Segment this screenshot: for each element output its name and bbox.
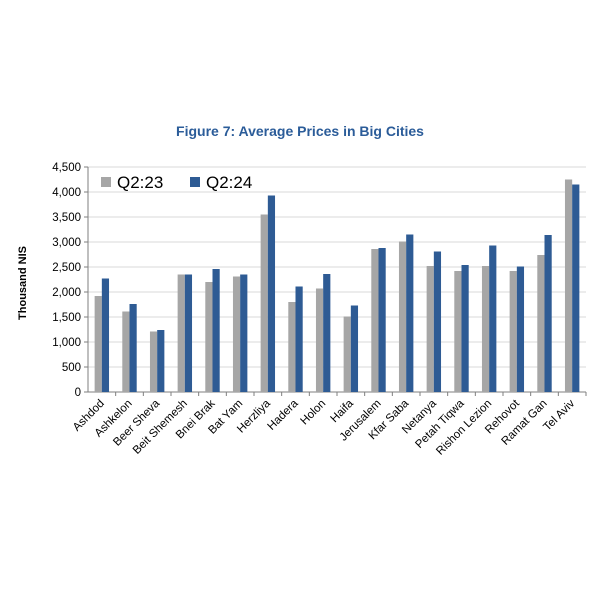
y-tick-label: 0 [75,387,81,399]
bar [149,331,158,392]
bar [184,274,193,392]
y-tick-label: 2,000 [52,287,81,299]
bar [212,269,220,392]
bar [94,296,102,392]
bar [461,265,469,392]
x-tick-label: Holon [299,398,329,428]
bar [516,266,525,392]
bar [398,241,407,392]
chart-title: Figure 7: Average Prices in Big Cities [176,123,424,139]
y-tick-label: 1,000 [52,337,81,349]
axes [84,166,587,396]
y-tick-label: 2,500 [52,262,81,274]
bar [509,271,517,392]
gridlines [88,166,586,368]
bar [378,248,386,392]
legend: Q2:23 Q2:24 [101,173,252,192]
legend-label-q2-24: Q2:24 [206,173,252,192]
bar [101,278,110,392]
legend-label-q2-23: Q2:23 [117,173,163,192]
y-tick-labels: 0 500 1,000 1,500 2,000 2,500 3,000 3,500 4,000 4… [52,162,81,399]
legend-swatch-q2-23 [101,177,111,187]
bars [94,179,580,392]
legend-swatch-q2-24 [190,177,200,187]
bar [240,274,248,392]
bar [343,316,351,392]
bar [426,266,434,392]
bar [260,214,268,392]
y-axis-label: Thousand NIS [17,246,29,320]
bar [350,305,359,392]
bar [572,184,580,392]
bar [544,235,552,392]
bar [433,251,442,392]
y-tick-label: 4,000 [52,187,81,199]
y-tick-label: 500 [62,362,81,374]
bar [537,255,545,392]
y-tick-label: 1,500 [52,312,81,324]
bar [205,282,213,392]
y-tick-label: 3,000 [52,237,81,249]
bar [481,266,490,392]
bar [489,245,497,392]
bar [315,288,324,392]
bar [157,330,165,392]
bar [406,234,414,392]
x-tick-label: Hadera [265,397,301,433]
bar [232,276,241,392]
bar [454,271,462,392]
bar [295,286,303,392]
bar [323,274,331,392]
y-tick-label: 4,500 [52,162,81,174]
y-tick-label: 3,500 [52,212,81,224]
bar [122,311,130,392]
bar [288,302,296,392]
bar [564,179,573,392]
bar [267,195,276,392]
bar [129,304,137,392]
x-tick-label: Tel Aviv [541,397,577,433]
bar [371,249,379,392]
bar [177,274,185,392]
